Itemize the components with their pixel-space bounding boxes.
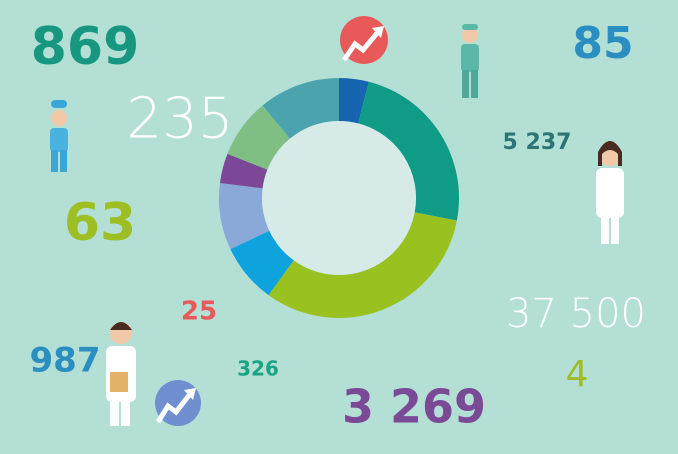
figure-number: 4 [566, 354, 589, 395]
donut-segment [219, 153, 268, 189]
donut-segment [262, 78, 339, 139]
donut-segment [227, 105, 290, 170]
donut-chart [219, 78, 460, 319]
figure-number: 25 [181, 297, 217, 327]
person-doctor-bottom [106, 322, 136, 426]
figures: 869 85 235 5 237 63 25 37 500 987 326 4 3 269 [30, 17, 646, 434]
person-nurse-left [50, 100, 68, 172]
figure-number: 63 [64, 193, 136, 253]
donut-hole [262, 121, 416, 275]
donut-segment [268, 212, 457, 319]
person-doctor-right [596, 141, 624, 244]
donut-segment [339, 78, 369, 124]
figure-number: 235 [127, 86, 234, 151]
figure-number: 326 [237, 357, 279, 381]
icon-up-blue [155, 380, 201, 426]
figure-number: 5 237 [503, 130, 572, 155]
icon-up-red [340, 16, 388, 64]
figure-number: 37 500 [506, 291, 646, 337]
donut-segment [230, 230, 294, 296]
donut-segment [358, 81, 460, 221]
figure-number: 85 [572, 18, 633, 69]
figure-number: 987 [30, 341, 101, 381]
figure-number: 3 269 [342, 380, 486, 434]
donut-segment [219, 182, 270, 250]
person-surgeon-top [461, 24, 479, 98]
figure-number: 869 [31, 17, 140, 77]
